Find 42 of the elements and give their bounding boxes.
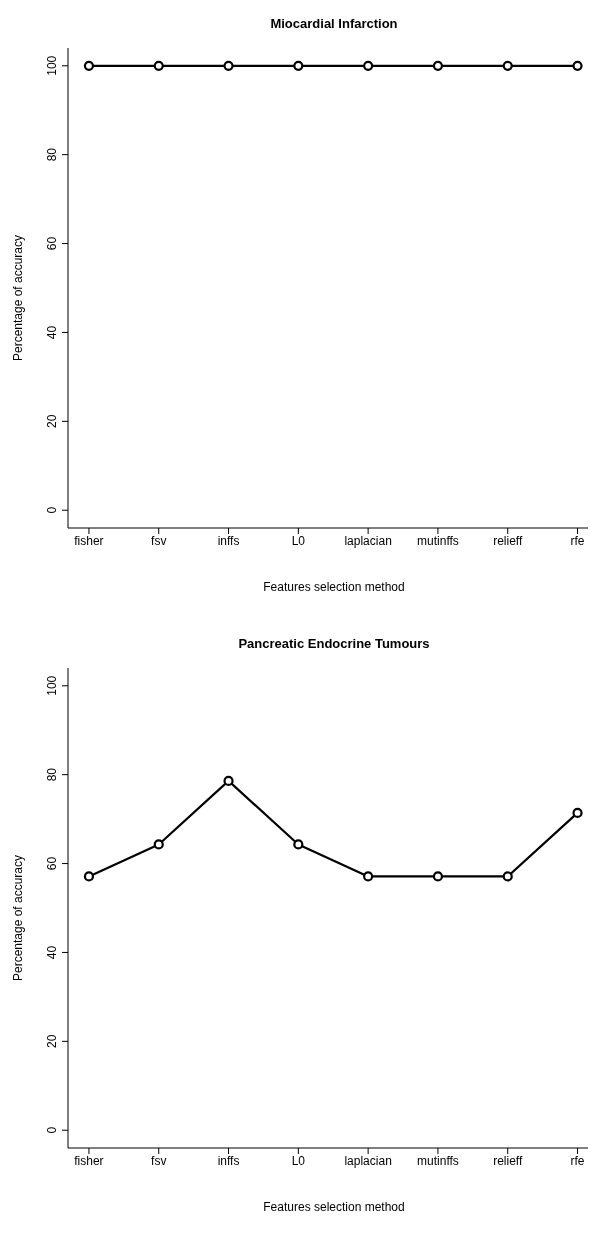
point [223,775,234,786]
point [432,871,444,882]
point [572,807,583,818]
x-tick-label: fisher [74,533,104,548]
x-tick-label: rfe [570,533,585,548]
y-tick-label: 40 [45,325,59,340]
x-tick-label: relieff [493,1153,523,1168]
y-tick-label: 60 [45,856,59,871]
x-tick-label: mutinffs [417,1153,459,1168]
x-tick-label: relieff [493,533,523,548]
chart-title: Miocardial Infarction [269,16,399,31]
y-axis-title: Percentage of accuracy [11,854,26,982]
x-tick-label: laplacian [344,1153,392,1168]
y-tick-label: 20 [45,1034,59,1049]
y-tick-label: 0 [45,1126,59,1134]
x-axis-title: Features selection method [262,580,406,594]
y-tick-label: 100 [45,675,59,696]
x-tick-label: rfe [570,1153,585,1168]
x-tick-label: inffs [217,533,240,548]
x-axis-title: Features selection method [262,1200,406,1214]
point [363,871,374,882]
y-tick-label: 40 [45,945,59,960]
y-tick-label: 80 [45,767,59,782]
x-tick-label: L0 [291,1153,306,1168]
point [502,871,513,882]
x-tick-label: mutinffs [417,533,459,548]
x-tick-label: L0 [291,533,306,548]
x-tick-label: laplacian [344,533,392,548]
point [293,839,304,850]
x-tick-label: fisher [74,1153,104,1168]
y-axis-title: Percentage of accuracy [11,234,26,362]
y-tick-label: 60 [45,236,59,251]
y-tick-label: 20 [45,414,59,429]
point [153,839,164,850]
y-tick-label: 100 [45,55,59,76]
x-tick-label: inffs [217,1153,240,1168]
x-tick-label: fsv [151,533,167,548]
chart-title: Pancreatic Endocrine Tumours [237,636,431,651]
y-tick-label: 80 [45,147,59,162]
x-tick-label: fsv [151,1153,167,1168]
point [83,871,95,882]
y-tick-label: 0 [45,506,59,514]
